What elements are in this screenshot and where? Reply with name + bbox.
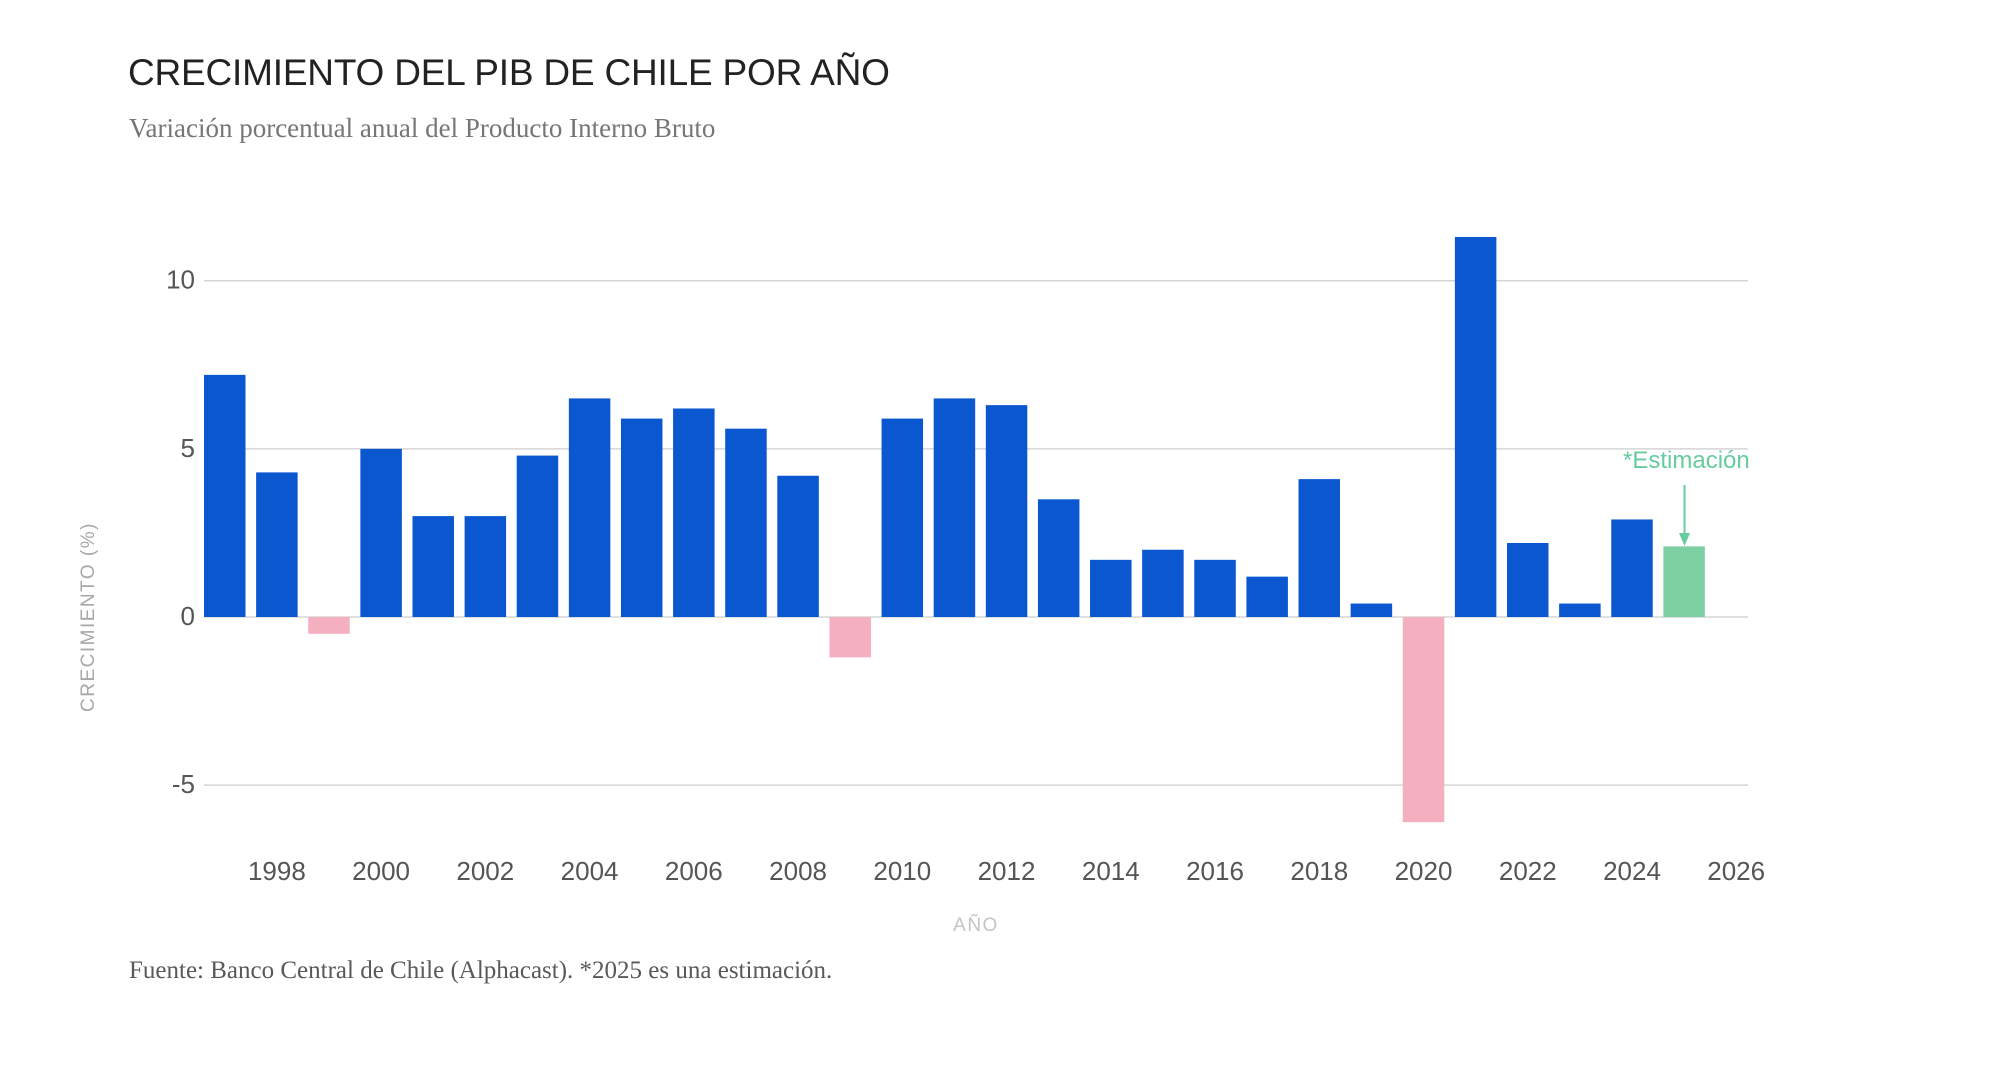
svg-text:2024: 2024	[1603, 856, 1661, 886]
svg-text:2008: 2008	[769, 856, 827, 886]
svg-text:2006: 2006	[665, 856, 723, 886]
svg-text:2018: 2018	[1290, 856, 1348, 886]
svg-text:2010: 2010	[873, 856, 931, 886]
svg-text:5: 5	[181, 433, 195, 463]
svg-text:2004: 2004	[561, 856, 619, 886]
svg-text:2026: 2026	[1707, 856, 1765, 886]
svg-text:2002: 2002	[456, 856, 514, 886]
svg-text:2020: 2020	[1395, 856, 1453, 886]
svg-text:2022: 2022	[1499, 856, 1557, 886]
svg-text:2012: 2012	[978, 856, 1036, 886]
svg-text:*Estimación: *Estimación	[1623, 447, 1750, 474]
svg-text:1998: 1998	[248, 856, 306, 886]
svg-text:2014: 2014	[1082, 856, 1140, 886]
svg-text:2000: 2000	[352, 856, 410, 886]
svg-text:-5: -5	[172, 769, 195, 799]
svg-text:10: 10	[166, 265, 195, 295]
svg-text:2016: 2016	[1186, 856, 1244, 886]
svg-text:0: 0	[181, 601, 195, 631]
